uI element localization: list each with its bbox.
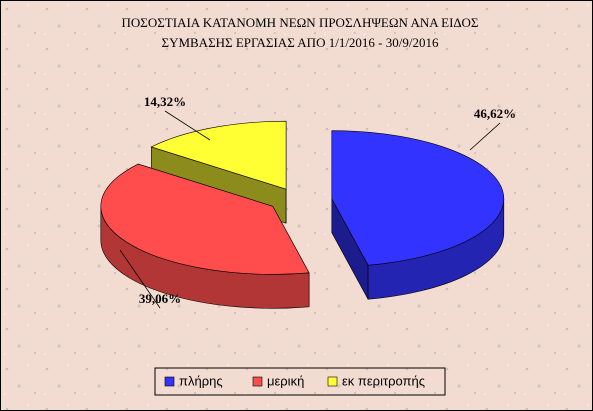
- legend-swatch: [164, 376, 175, 387]
- legend-label: εκ περιτροπής: [342, 373, 425, 388]
- legend-box: [154, 367, 446, 396]
- leader-line: [469, 122, 501, 151]
- leader-line: [164, 110, 211, 141]
- data-label: 39,06%: [139, 291, 181, 306]
- chart-title: ΣΥΜΒΑΣΗΣ ΕΡΓΑΣΙΑΣ ΑΠΟ 1/1/2016 - 30/9/20…: [162, 35, 439, 50]
- slice: [100, 163, 310, 309]
- chart-title: ΠΟΣΟΣΤΙΑΙΑ ΚΑΤΑΝΟΜΗ ΝΕΩΝ ΠΡΟΣΛΗΨΕΩΝ ΑΝΑ …: [122, 15, 479, 30]
- data-label: 46,62%: [474, 106, 516, 121]
- data-label: 14,32%: [144, 94, 186, 109]
- legend-swatch: [327, 376, 338, 387]
- legend-swatch: [252, 376, 263, 387]
- legend-label: μερική: [267, 373, 304, 388]
- slice-face: [100, 163, 310, 275]
- legend-label: πλήρης: [179, 373, 223, 388]
- slice-face: [331, 130, 505, 266]
- leader-line: [119, 249, 161, 309]
- slice: [331, 130, 505, 300]
- slice-face: [150, 120, 287, 190]
